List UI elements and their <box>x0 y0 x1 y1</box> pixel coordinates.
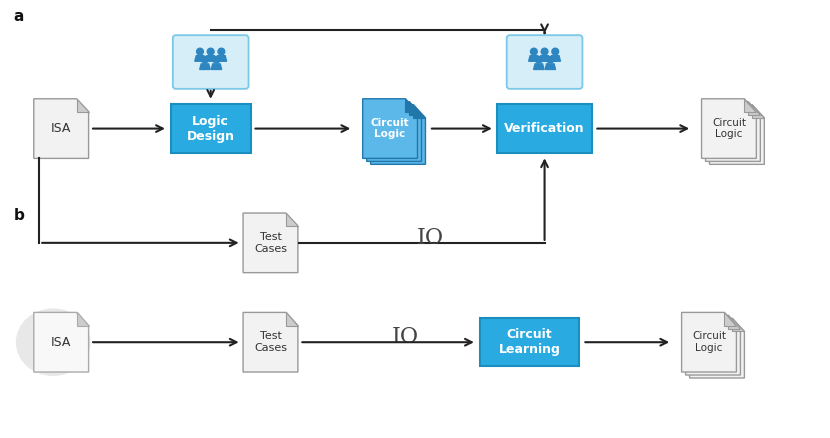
Polygon shape <box>286 213 298 226</box>
Text: IO: IO <box>417 227 443 249</box>
Text: Circuit
Logic: Circuit Logic <box>371 118 409 139</box>
Circle shape <box>530 48 537 55</box>
Circle shape <box>197 48 203 55</box>
Polygon shape <box>409 102 422 115</box>
Text: Verification: Verification <box>505 122 585 135</box>
Text: Test
Cases: Test Cases <box>254 232 287 254</box>
Polygon shape <box>732 318 745 332</box>
Polygon shape <box>286 312 298 325</box>
Polygon shape <box>729 315 740 328</box>
Polygon shape <box>681 312 736 372</box>
Polygon shape <box>706 102 760 161</box>
FancyBboxPatch shape <box>506 35 583 89</box>
Circle shape <box>208 48 214 55</box>
Polygon shape <box>540 56 549 61</box>
Circle shape <box>213 57 220 63</box>
Polygon shape <box>76 312 89 325</box>
FancyBboxPatch shape <box>171 104 251 153</box>
Polygon shape <box>749 102 760 115</box>
Text: ISA: ISA <box>51 336 71 349</box>
Text: ISA: ISA <box>51 122 71 135</box>
Text: Logic
Design: Logic Design <box>187 115 235 143</box>
Polygon shape <box>371 105 426 164</box>
Polygon shape <box>216 56 227 61</box>
Polygon shape <box>725 312 736 325</box>
Polygon shape <box>701 99 756 159</box>
Polygon shape <box>200 64 210 70</box>
Text: a: a <box>13 9 24 25</box>
Polygon shape <box>745 99 756 112</box>
Text: IO: IO <box>392 326 418 348</box>
Polygon shape <box>534 64 544 70</box>
Polygon shape <box>363 99 417 159</box>
Polygon shape <box>529 56 540 61</box>
Polygon shape <box>243 213 298 273</box>
Polygon shape <box>686 315 740 375</box>
Polygon shape <box>710 105 764 164</box>
Polygon shape <box>405 99 417 112</box>
Circle shape <box>541 48 548 55</box>
FancyBboxPatch shape <box>497 104 592 153</box>
Polygon shape <box>34 312 89 372</box>
Text: Test
Cases: Test Cases <box>254 332 287 353</box>
Polygon shape <box>550 56 560 61</box>
Polygon shape <box>34 99 89 159</box>
Text: Circuit
Logic: Circuit Logic <box>692 332 726 353</box>
FancyBboxPatch shape <box>173 35 248 89</box>
Polygon shape <box>413 105 426 118</box>
Polygon shape <box>367 102 422 161</box>
Polygon shape <box>243 312 298 372</box>
Text: Circuit
Logic: Circuit Logic <box>712 118 746 139</box>
FancyBboxPatch shape <box>480 318 579 366</box>
Circle shape <box>218 48 225 55</box>
Circle shape <box>552 48 559 55</box>
Circle shape <box>535 57 542 63</box>
Polygon shape <box>76 99 89 112</box>
Circle shape <box>202 57 208 63</box>
Polygon shape <box>690 318 745 378</box>
Polygon shape <box>206 56 216 61</box>
Polygon shape <box>545 64 555 70</box>
Text: b: b <box>13 208 24 223</box>
Polygon shape <box>752 105 764 118</box>
Polygon shape <box>211 64 222 70</box>
Text: Circuit
Learning: Circuit Learning <box>499 328 560 356</box>
Circle shape <box>547 57 554 63</box>
Ellipse shape <box>16 308 90 376</box>
Polygon shape <box>195 56 205 61</box>
